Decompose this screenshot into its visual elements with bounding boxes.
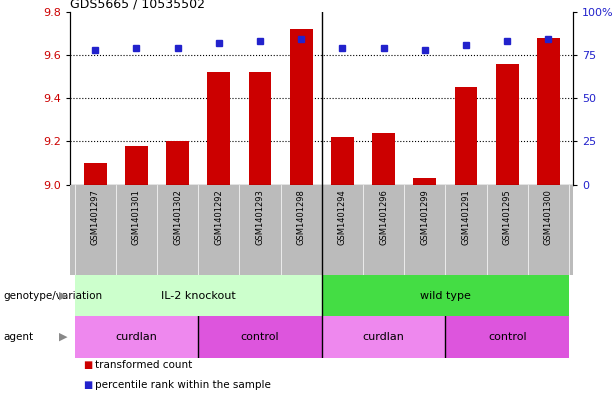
Text: IL-2 knockout: IL-2 knockout (161, 291, 235, 301)
Text: GSM1401292: GSM1401292 (215, 189, 223, 245)
Bar (446, 316, 569, 358)
Text: control: control (241, 332, 280, 342)
Text: GSM1401299: GSM1401299 (421, 189, 429, 245)
Text: GSM1401301: GSM1401301 (132, 189, 141, 245)
Bar (414, 178, 436, 185)
Bar (75, 316, 198, 358)
Text: GSM1401295: GSM1401295 (503, 189, 512, 245)
Text: GSM1401298: GSM1401298 (297, 189, 306, 245)
Bar (249, 72, 272, 185)
Bar (207, 72, 230, 185)
Text: curdlan: curdlan (363, 332, 405, 342)
Text: GDS5665 / 10535502: GDS5665 / 10535502 (70, 0, 205, 11)
Bar (198, 316, 322, 358)
Bar (166, 141, 189, 185)
Text: GSM1401293: GSM1401293 (256, 189, 265, 245)
Text: percentile rank within the sample: percentile rank within the sample (95, 380, 271, 390)
Text: control: control (488, 332, 527, 342)
Text: transformed count: transformed count (95, 360, 192, 371)
Text: GSM1401300: GSM1401300 (544, 189, 553, 245)
Bar (290, 29, 313, 185)
Text: GSM1401294: GSM1401294 (338, 189, 347, 245)
Text: curdlan: curdlan (115, 332, 158, 342)
Text: agent: agent (3, 332, 33, 342)
Bar (125, 146, 148, 185)
Bar (537, 38, 560, 185)
Bar (331, 137, 354, 185)
Bar (322, 316, 446, 358)
Bar (496, 64, 519, 185)
Bar (372, 133, 395, 185)
Text: GSM1401297: GSM1401297 (91, 189, 100, 245)
Text: GSM1401291: GSM1401291 (462, 189, 471, 245)
Bar (322, 275, 569, 316)
Text: ■: ■ (83, 360, 92, 371)
Bar (75, 275, 322, 316)
Text: wild type: wild type (420, 291, 471, 301)
Text: GSM1401296: GSM1401296 (379, 189, 388, 245)
Text: genotype/variation: genotype/variation (3, 291, 102, 301)
Text: ■: ■ (83, 380, 92, 390)
Text: ▶: ▶ (59, 332, 67, 342)
Text: GSM1401302: GSM1401302 (173, 189, 182, 245)
Bar (84, 163, 107, 185)
Bar (455, 88, 478, 185)
Text: ▶: ▶ (59, 291, 67, 301)
